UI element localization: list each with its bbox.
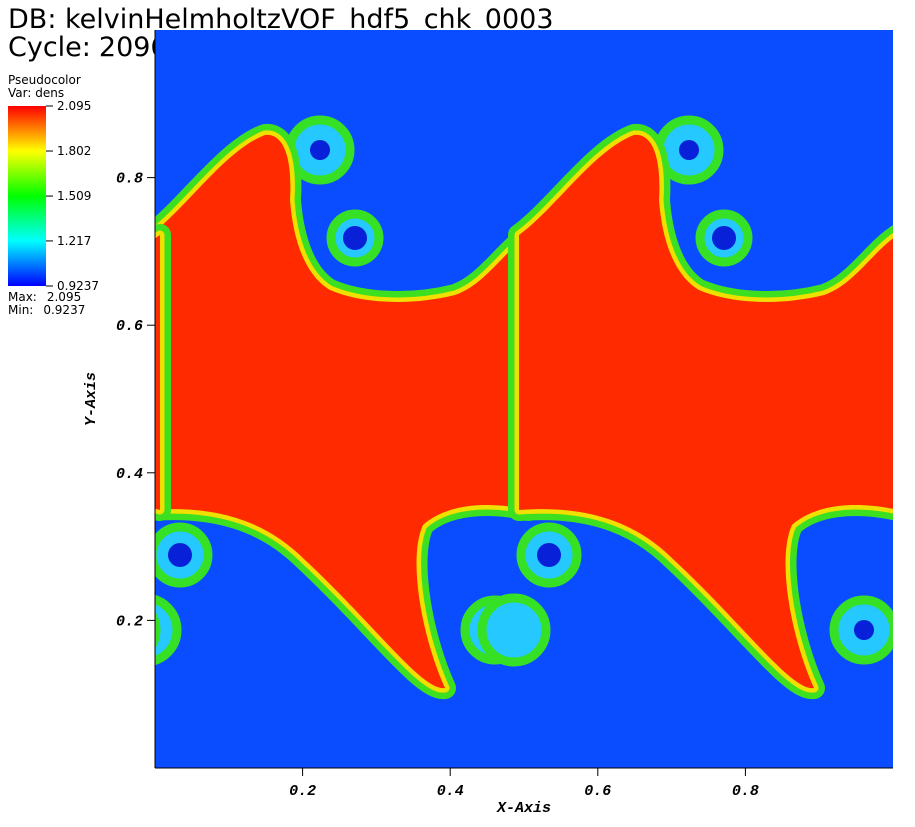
colorbar	[8, 106, 46, 286]
legend-max: Max: 2.095	[8, 290, 81, 304]
colorbar-tick-label: 1.217	[57, 234, 91, 248]
x-tick-label: 0.2	[289, 783, 316, 800]
x-tick-label: 0.4	[437, 783, 464, 800]
colorbar-tick-label: 0.9237	[57, 279, 99, 293]
y-tick-label: 0.4	[116, 466, 143, 483]
x-tick-label: 0.6	[584, 783, 611, 800]
y-axis-title: Y-Axis	[83, 372, 100, 426]
y-tick-label: 0.6	[116, 318, 143, 335]
legend-min: Min: 0.9237	[8, 303, 85, 317]
colorbar-tick-label: 1.509	[57, 189, 91, 203]
colorbar-tick-label: 1.802	[57, 144, 91, 158]
min-label: Min:	[8, 303, 33, 317]
db-title: DB: kelvinHelmholtzVOF_hdf5_chk_0003	[8, 4, 554, 35]
colorbar-tick-label: 2.095	[57, 99, 91, 113]
y-tick-label: 0.8	[116, 171, 143, 188]
cycle-text: Cycle: 2096	[8, 32, 168, 63]
x-tick-label: 0.8	[732, 783, 759, 800]
max-label: Max:	[8, 290, 37, 304]
density-field	[155, 30, 893, 768]
x-axis-title: X-Axis	[496, 800, 551, 817]
max-value: 2.095	[47, 290, 81, 304]
cycle-label: Cycle:	[8, 32, 91, 63]
min-value: 0.9237	[43, 303, 85, 317]
legend-title: Pseudocolor	[8, 73, 81, 87]
legend-variable: Var: dens	[8, 86, 64, 100]
y-tick-label: 0.2	[116, 613, 143, 630]
